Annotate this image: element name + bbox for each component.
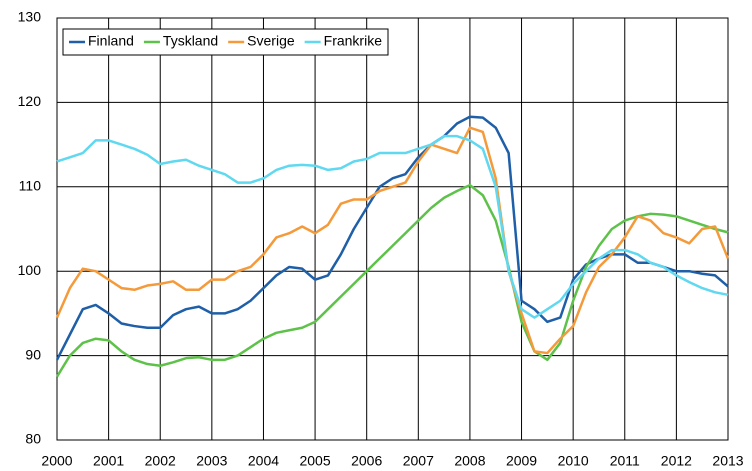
series-line <box>56 134 729 319</box>
x-tick-label: 2007 <box>403 453 434 469</box>
x-tick-label: 2005 <box>299 453 330 469</box>
y-tick-label: 110 <box>19 178 42 194</box>
y-tick-label: 130 <box>18 9 42 25</box>
plot-frame <box>56 17 729 441</box>
x-tick-label: 2013 <box>712 453 743 469</box>
x-tick-label: 2006 <box>351 453 382 469</box>
y-tick-label: 120 <box>18 93 42 109</box>
legend: Finland Tyskland Sverige Frankrike <box>62 28 389 56</box>
x-tick-label: 2003 <box>196 453 227 469</box>
legend-box <box>62 28 389 56</box>
x-tick-label: 2008 <box>454 453 485 469</box>
x-tick-label: 2012 <box>661 453 692 469</box>
x-tick-label: 2010 <box>558 453 589 469</box>
y-tick-label: 80 <box>25 431 41 447</box>
y-tick-label: 90 <box>25 346 41 362</box>
x-tick-label: 2001 <box>93 453 124 469</box>
legend-label: Tyskland <box>163 33 218 49</box>
y-tick-label: 100 <box>18 262 42 278</box>
x-tick-label: 2009 <box>506 453 537 469</box>
x-tick-label: 2004 <box>248 453 279 469</box>
legend-label: Frankrike <box>324 33 383 49</box>
series-line <box>55 115 729 361</box>
series-line <box>55 183 729 378</box>
x-tick-label: 2002 <box>145 453 176 469</box>
series-line <box>55 126 730 355</box>
x-tick-label: 2011 <box>610 453 640 469</box>
legend-label: Sverige <box>247 33 295 49</box>
x-tick-label: 2000 <box>41 453 72 469</box>
legend-label: Finland <box>88 33 134 49</box>
